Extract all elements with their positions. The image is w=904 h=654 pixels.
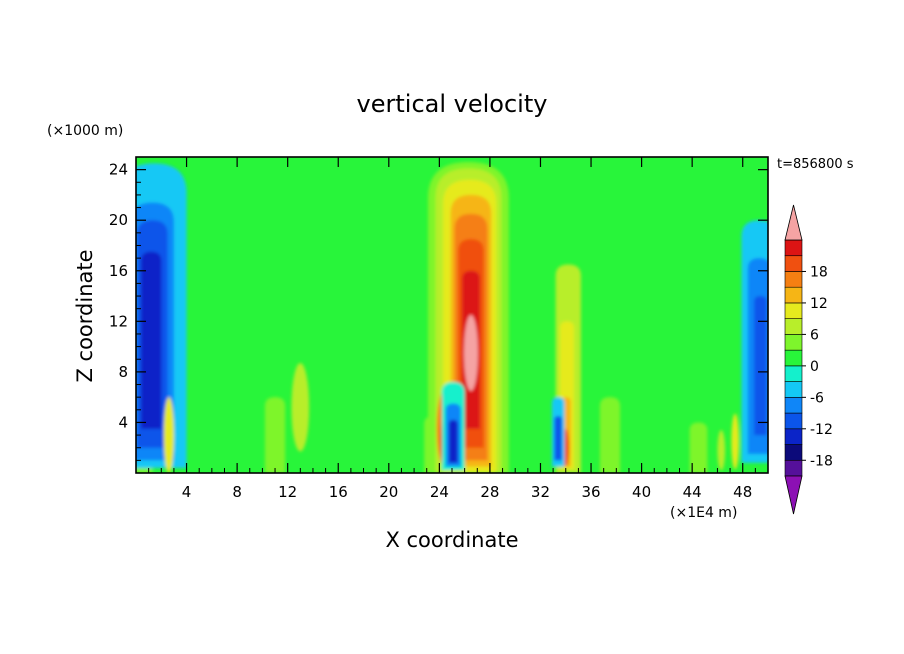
x-tick-label: 4: [182, 483, 192, 501]
x-tick-label: 44: [683, 483, 702, 501]
right-updraft-streak: [717, 430, 726, 471]
x-tick-label: 16: [329, 483, 348, 501]
colorbar-extend-low: [784, 475, 803, 515]
colorbar-tick-label: 6: [810, 327, 819, 343]
central-downdraft-contour: [448, 419, 458, 463]
x-axis: 4 8 12 16 20 24 28 32 36 40 44 48: [148, 157, 756, 501]
central-updraft-peak: [464, 315, 478, 391]
colorbar-tick-label: -6: [810, 390, 824, 406]
colorbar-segment: [784, 302, 803, 319]
x-tick-label: 32: [531, 483, 550, 501]
colorbar-segment: [784, 397, 803, 414]
weak-updraft-band: [599, 397, 621, 473]
x-tick-label: 8: [232, 483, 242, 501]
right-downdraft-contour: [754, 296, 767, 436]
colorbar-segment: [784, 365, 803, 382]
x-axis-label: X coordinate: [385, 528, 518, 552]
y-tick-label: 8: [118, 363, 128, 381]
contour-fills: [136, 162, 768, 473]
y-tick-label: 4: [118, 413, 128, 431]
secondary-downdraft-contour: [554, 416, 562, 461]
colorbar-segment: [784, 286, 803, 304]
y-axis-label: Z coordinate: [73, 249, 97, 382]
colorbar-segment: [784, 239, 803, 257]
weak-updraft-band: [264, 397, 286, 473]
x-tick-label: 28: [480, 483, 499, 501]
colorbar-tick-label: -18: [810, 453, 833, 469]
colorbar-segment: [784, 459, 803, 477]
colorbar-tick-label: 18: [810, 264, 828, 280]
x-tick-label: 12: [278, 483, 297, 501]
colorbar-tick-label: -12: [810, 422, 833, 438]
x-tick-label: 48: [733, 483, 752, 501]
y-tick-label: 24: [109, 161, 128, 179]
colorbar: 18 12 6 0 -6 -12 -18: [784, 204, 833, 515]
colorbar-segment: [784, 381, 803, 398]
left-downdraft-contour: [141, 251, 162, 429]
time-label: t=856800 s: [777, 157, 854, 172]
colorbar-segment: [784, 349, 803, 367]
left-updraft-streak: [163, 397, 174, 473]
colorbar-segment: [784, 255, 803, 272]
plot-area: [136, 157, 768, 473]
right-updraft-streak: [731, 413, 739, 470]
colorbar-segment: [784, 271, 803, 288]
y-unit-label: (×1000 m): [47, 123, 123, 139]
colorbar-tick-label: 0: [810, 359, 819, 375]
colorbar-segment: [784, 428, 803, 445]
x-tick-label: 20: [379, 483, 398, 501]
x-tick-label: 40: [632, 483, 651, 501]
weak-updraft-band: [689, 422, 708, 473]
weak-updraft-cell: [291, 363, 310, 452]
x-tick-label: 36: [581, 483, 600, 501]
colorbar-segment: [784, 412, 803, 430]
chart-title: vertical velocity: [357, 90, 548, 118]
x-tick-label: 24: [430, 483, 449, 501]
y-axis: 4 8 12 16 20 24: [109, 161, 768, 461]
colorbar-extend-high: [784, 204, 803, 241]
y-tick-label: 12: [109, 312, 128, 330]
colorbar-segment: [784, 334, 803, 351]
y-tick-label: 16: [109, 262, 128, 280]
colorbar-segment: [784, 318, 803, 335]
x-unit-label: (×1E4 m): [670, 505, 737, 521]
y-tick-label: 20: [109, 211, 128, 229]
colorbar-segment: [784, 444, 803, 461]
colorbar-tick-label: 12: [810, 296, 828, 312]
